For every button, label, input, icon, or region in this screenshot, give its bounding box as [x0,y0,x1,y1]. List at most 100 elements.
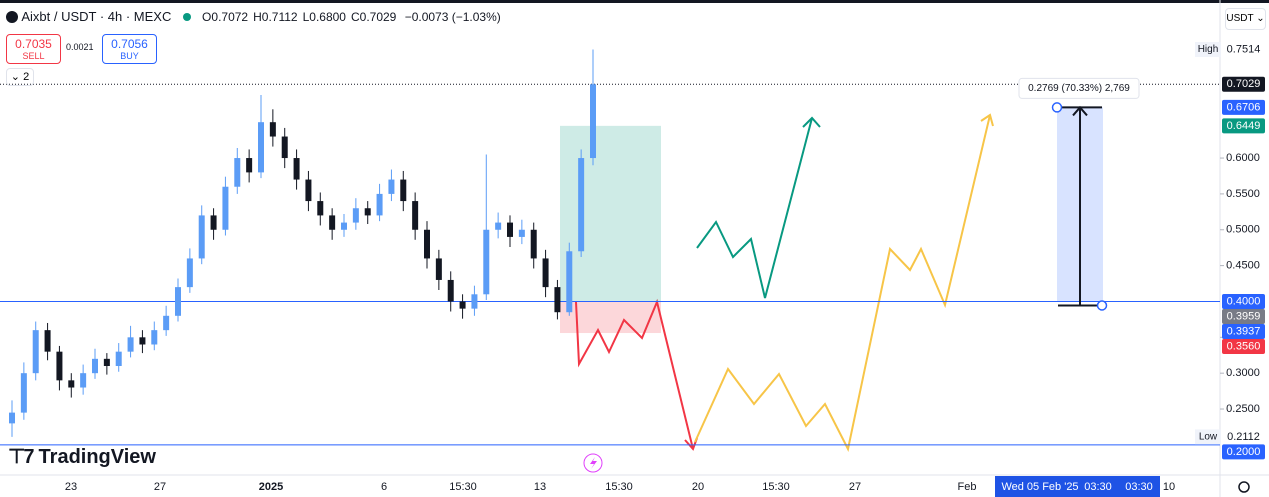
position-loss [560,301,661,334]
candle-body [163,315,170,331]
x-tick-label: 13 [534,481,546,493]
symbol-row: Aixbt / USDT · 4h · MEXC O0.7072 H0.7112 L… [6,9,501,24]
measure-label-box [1018,77,1140,99]
price-tag-name: Low [1199,431,1218,442]
ohlc-label: C [350,10,360,24]
candle-body [175,287,181,316]
price-tag-label: 0.6706 [1227,101,1261,113]
x-tick-label: 15:30 [605,481,633,493]
candle-body [376,193,383,216]
crosshair-time: 03:30 [1125,481,1153,493]
x-tick-label: 15:30 [449,481,477,493]
position-profit [560,125,661,302]
x-tick-label: Feb [958,481,977,493]
candle-body [317,201,324,216]
candle-body [554,287,561,313]
drawing-yellow[interactable] [694,114,991,452]
candle-body [495,222,502,230]
top-bar [0,0,1269,3]
settings-icon[interactable] [1238,481,1250,493]
buy-button[interactable]: 0.7056 BUY [102,34,157,64]
candle-body [542,258,549,288]
status-dot [182,13,191,21]
price-tag-label: 0.7029 [1227,78,1261,90]
candle-body [471,294,478,309]
price-tag-name-box [1195,41,1221,57]
candle-body [32,330,39,374]
measure-handle[interactable] [1051,102,1063,113]
candle-body [186,258,193,288]
price-tag-label: 0.3937 [1227,325,1261,337]
price-tag-label: 0.3959 [1227,310,1261,322]
brand-logo: ⊤7 [8,446,35,468]
brand-name: TradingView [38,446,156,468]
candle-body [246,158,253,173]
x-tick-label: 10 [1163,481,1175,493]
sell-price: 0.7035 [15,37,52,51]
price-tag-label: 0.2000 [1227,446,1261,458]
drawing-red[interactable] [575,298,694,450]
candle-body [424,229,430,259]
change: −0.0073 (−1.03%) [404,10,501,24]
candle-body [447,279,454,302]
candle-body [20,373,27,413]
y-tick-label: 0.4500 [1226,260,1260,272]
candle-body [115,351,122,367]
currency: USDT [1226,13,1254,24]
crosshair-date: Wed 05 Feb '25 [1001,481,1078,493]
price-tag-name-box [1195,429,1221,445]
price-tag [1222,99,1265,115]
candle-body [198,215,205,259]
ohlc-label: L [302,10,310,24]
currency-select[interactable]: USDT ⌄ [1225,8,1266,30]
sell-button[interactable]: 0.7035 SELL [6,34,61,64]
ohlc-value: 0.7112 [261,10,298,24]
candle-body [9,412,15,424]
arrowhead [802,116,821,128]
candle-body [281,136,288,159]
spread: 0.0021 [66,42,94,52]
candle-body [400,179,407,202]
price-tag-label: 0.6449 [1227,120,1261,132]
sell-label: SELL [22,51,45,61]
candle-body [92,358,98,374]
candle-body [44,330,51,352]
candle-body [483,229,490,295]
candle-body [566,251,573,313]
candle-body [305,179,312,202]
price-tag [1222,429,1265,445]
candle-body [56,351,63,381]
price-tag [1222,323,1265,339]
measure-handle[interactable] [1096,300,1108,311]
candle-body [139,337,146,345]
symbol[interactable]: Aixbt / USDT · 4h · MEXC [21,9,172,24]
indicator-toggle[interactable]: ⌄ 2 [6,68,34,86]
ohlc-label: H [253,10,262,24]
candle-body [127,337,134,352]
x-tick-label: 20 [692,481,704,493]
price-tag [1222,444,1265,460]
candle-body [329,215,336,230]
candle-body [151,330,158,345]
ohlc-label: O [202,10,212,24]
buy-price: 0.7056 [111,37,148,51]
symbol-icon [6,11,18,23]
buy-label: BUY [120,51,139,61]
candle-body [507,222,513,237]
candle-body [530,229,537,259]
candle-body [518,229,525,237]
drawing-green[interactable] [696,117,813,299]
x-tick-label: 27 [849,481,861,493]
x-tick-label: 27 [154,481,166,493]
price-tag-label: 0.3560 [1227,340,1261,352]
measure-label: 0.2769 (70.33%) 2,769 [1028,83,1130,94]
x-tick-label: 23 [65,481,77,493]
x-tick-label: 6 [381,481,387,493]
brand: ⊤7 TradingView [8,444,156,469]
ohlc-value: 0.7072 [211,10,249,24]
price-tag [1222,308,1265,324]
price-tag [1222,76,1265,92]
candle-body [459,301,466,309]
